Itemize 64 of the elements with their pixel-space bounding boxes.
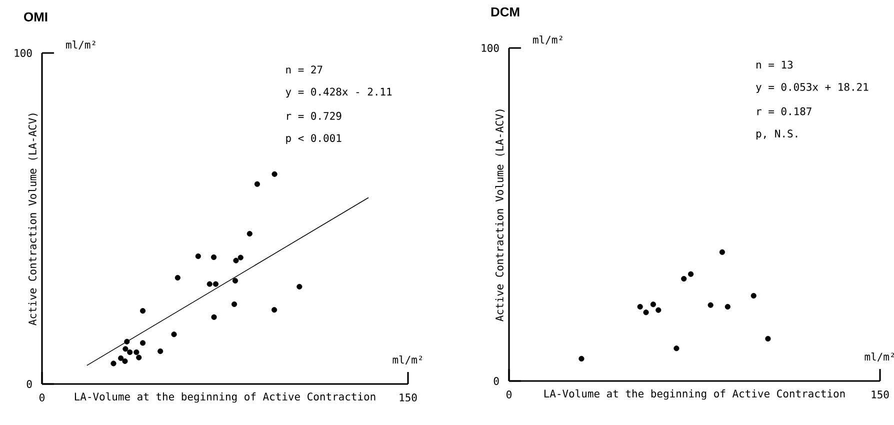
point: [195, 253, 201, 260]
point: [272, 171, 278, 177]
annotation: n = 13: [756, 60, 793, 69]
text: ml/m²: [533, 36, 562, 44]
point: [681, 276, 687, 282]
point: [158, 348, 164, 354]
point: [708, 302, 714, 308]
point: [656, 307, 662, 313]
annotation: ml/m²: [864, 352, 894, 362]
point: [136, 354, 142, 360]
point: [650, 302, 656, 308]
point: [750, 292, 756, 299]
point: [124, 338, 130, 344]
y-tick-label: 100: [14, 49, 32, 57]
point: [134, 349, 140, 356]
point: [140, 308, 146, 314]
point: [637, 304, 643, 310]
annotation: ml/m²: [392, 356, 422, 364]
point: [643, 310, 649, 316]
point: [212, 281, 219, 287]
point: [122, 346, 128, 352]
point: [140, 340, 146, 346]
point: [238, 254, 244, 260]
point: [232, 278, 238, 284]
annotation: r = 0.729: [287, 112, 342, 120]
y-tick-label: 100: [482, 44, 499, 52]
x-tick-label: 150: [872, 390, 889, 398]
chart-title: OMI: [24, 12, 48, 22]
point: [688, 271, 694, 277]
point: [578, 356, 584, 362]
point: [719, 249, 726, 255]
y-axis-title: Active Contraction Volume (LA-ACV): [495, 110, 505, 322]
text: ml/m²: [66, 40, 96, 50]
point: [254, 181, 260, 187]
x-tick-label: 0: [506, 390, 512, 398]
annotation: y = 0.053x + 18.21: [756, 82, 868, 93]
chart-title: DCM: [491, 7, 520, 16]
point: [171, 332, 177, 338]
x-axis-title: LA-Volume at the beginning of Active Contraction: [544, 389, 845, 400]
annotation: y = 0.428x - 2.11: [286, 88, 392, 98]
x-tick-label: 150: [400, 394, 417, 402]
point: [271, 307, 278, 313]
point: [206, 281, 212, 287]
point: [122, 358, 128, 364]
point: [231, 301, 238, 308]
point: [246, 230, 252, 237]
point: [118, 355, 124, 361]
point: [211, 314, 217, 320]
point: [674, 346, 680, 352]
annotation: p < 0.001: [286, 134, 342, 144]
annotation: r = 0.187: [757, 107, 812, 116]
annotation: p, N.S.: [756, 130, 798, 140]
x-axis-title: LA-Volume at the beginning of Active Contraction: [74, 392, 376, 403]
y-axis-title: Active Contraction Volume (LA-ACV): [28, 114, 38, 326]
point: [296, 284, 302, 290]
point: [127, 349, 133, 356]
point: [174, 274, 180, 281]
point: [110, 360, 116, 366]
point: [233, 258, 239, 264]
x-tick-label: 0: [40, 394, 44, 402]
point: [765, 336, 771, 342]
point: [210, 254, 217, 260]
point: [724, 304, 730, 310]
annotation: n = 27: [286, 66, 322, 74]
